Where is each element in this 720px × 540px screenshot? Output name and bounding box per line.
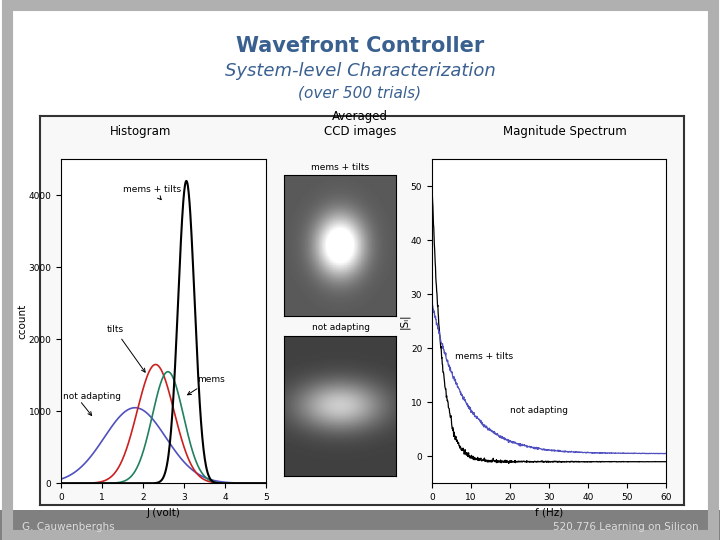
Y-axis label: |Sₗ|: |Sₗ| [399,314,410,329]
Text: System-level Characterization: System-level Characterization [225,62,495,80]
Text: not adapting: not adapting [312,323,369,332]
Text: (over 500 trials): (over 500 trials) [298,86,422,101]
Text: mems + tilts: mems + tilts [455,352,513,361]
Text: Magnitude Spectrum: Magnitude Spectrum [503,125,627,138]
Text: mems + tilts: mems + tilts [122,185,181,200]
Text: tilts: tilts [107,325,145,372]
Text: Wavefront Controller: Wavefront Controller [236,36,484,56]
Text: Averaged
CCD images: Averaged CCD images [324,110,396,138]
Y-axis label: ccount: ccount [17,303,27,339]
Text: Histogram: Histogram [109,125,171,138]
X-axis label: f (Hz): f (Hz) [535,508,563,517]
Text: not adapting: not adapting [63,393,121,401]
Text: 520.776 Learning on Silicon: 520.776 Learning on Silicon [553,522,698,531]
Text: G. Cauwenberghs: G. Cauwenberghs [22,522,114,531]
Text: mems + tilts: mems + tilts [312,163,369,172]
Text: not adapting: not adapting [510,406,568,415]
Text: mems: mems [188,375,225,395]
X-axis label: J (volt): J (volt) [147,508,181,517]
